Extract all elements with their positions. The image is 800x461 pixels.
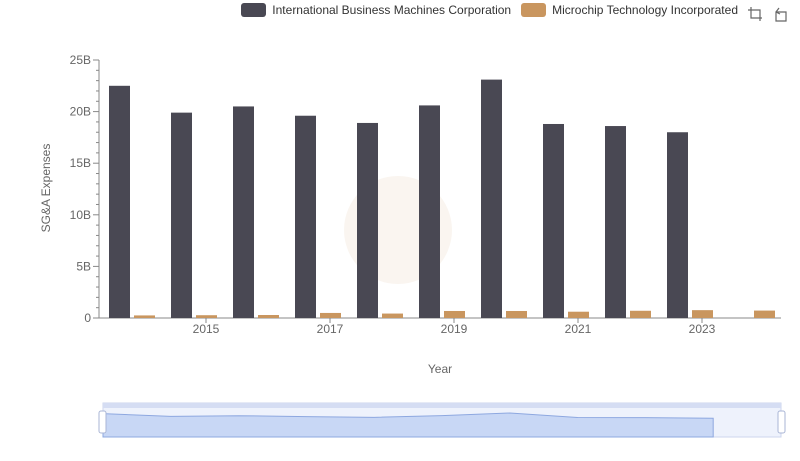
bar-mchp [692,310,713,318]
bar-mchp [320,312,341,318]
x-tick-label: 2021 [565,322,592,336]
y-tick-label: 20B [70,105,91,119]
legend-swatch-ibm [241,3,267,17]
y-tick-label: 0 [84,311,91,325]
bar-mchp [196,315,217,318]
bar-ibm [109,85,130,318]
bar-mchp [382,313,403,318]
bar-mchp [134,315,155,318]
y-tick-label: 15B [70,156,91,170]
zoom-preview-area [102,412,714,438]
bar-ibm [233,106,254,318]
legend-label-mchp: Microchip Technology Incorporated [552,3,738,17]
bar-ibm [543,123,564,318]
zoom-icon[interactable] [747,6,763,22]
bar-mchp [258,315,279,318]
legend-swatch-mchp [521,3,547,17]
zoom-handle-right[interactable] [777,410,786,434]
x-tick-label: 2023 [689,322,716,336]
bar-ibm [171,112,192,319]
bar-mchp [568,311,589,318]
x-tick-label: 2015 [193,322,220,336]
bar-ibm [419,105,440,319]
bar-ibm [295,115,316,318]
bar-ibm [667,132,688,318]
bar-ibm [357,122,378,319]
bar-mchp [444,310,465,318]
zoom-slider-bar [103,403,781,408]
restore-icon[interactable] [773,6,789,22]
y-tick-label: 25B [70,53,91,67]
bar-ibm [605,126,626,318]
zoom-handle-left[interactable] [98,410,107,434]
bar-mchp [506,310,527,318]
bar-mchp [754,310,775,318]
x-tick-label: 2019 [441,322,468,336]
x-axis-title: Year [427,362,453,376]
y-axis-title: SG&A Expenses [39,143,53,233]
bar-ibm [481,79,502,318]
legend-item-ibm[interactable]: International Business Machines Corporat… [241,3,511,17]
legend-item-mchp[interactable]: Microchip Technology Incorporated [521,3,738,17]
y-tick-label: 5B [76,259,91,273]
y-tick-label: 10B [70,208,91,222]
legend-label-ibm: International Business Machines Corporat… [272,3,512,17]
x-tick-label: 2017 [317,322,344,336]
chart-legend: International Business Machines Corporat… [241,3,738,17]
bar-mchp [630,310,651,318]
